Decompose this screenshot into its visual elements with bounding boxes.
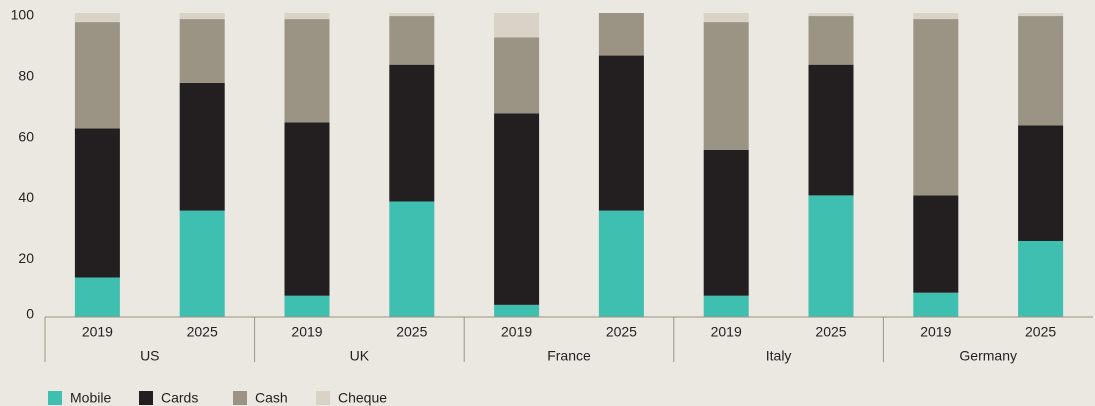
bar-segment (179, 13, 225, 20)
bar-segment (179, 210, 225, 317)
x-tick-label: 2025 (606, 324, 637, 340)
y-tick-label: 0 (26, 306, 34, 322)
bar-segment (808, 64, 854, 196)
bar-segment (284, 122, 330, 296)
legend-swatch (48, 391, 62, 405)
bar-segment (598, 210, 644, 317)
legend-label: Cheque (338, 390, 387, 406)
x-tick-label: 2025 (396, 324, 427, 340)
x-tick-label: 2019 (711, 324, 742, 340)
bar-segment (598, 55, 644, 211)
bar-segment (389, 16, 435, 65)
bar-segment (913, 19, 959, 196)
bar-segment (703, 295, 749, 317)
y-tick-label: 40 (18, 189, 34, 205)
bar-segment (913, 13, 959, 20)
group-label: Italy (766, 348, 792, 364)
bar-segment (389, 201, 435, 317)
bar-segment (74, 22, 120, 129)
x-tick-label: 2019 (82, 324, 113, 340)
group-label: France (547, 348, 591, 364)
legend-label: Cash (255, 390, 288, 406)
bar-segment (494, 113, 540, 305)
bar-segment (703, 149, 749, 296)
bar-segment (179, 19, 225, 83)
x-tick-label: 2025 (187, 324, 218, 340)
bar-segment (913, 292, 959, 317)
bar-segment (1018, 125, 1064, 241)
group-label: Germany (959, 348, 1017, 364)
bar-segment (808, 16, 854, 65)
x-tick-label: 2019 (501, 324, 532, 340)
bar-segment (494, 37, 540, 114)
y-tick-label: 60 (18, 128, 34, 144)
bar-segment (284, 295, 330, 317)
bar-segment (179, 82, 225, 211)
legend-swatch (139, 391, 153, 405)
bar-segment (1018, 241, 1064, 317)
bar-segment (494, 304, 540, 317)
bar-segment (913, 195, 959, 293)
bar-segment (808, 195, 854, 317)
y-tick-label: 100 (11, 7, 35, 23)
y-tick-label: 20 (18, 250, 34, 266)
legend-swatch (316, 391, 330, 405)
bar-segment (1018, 16, 1064, 126)
legend-label: Cards (161, 390, 198, 406)
bar-segment (1018, 13, 1064, 17)
bar-segment (703, 13, 749, 23)
bar-segment (74, 128, 120, 278)
bar-segment (494, 13, 540, 38)
bar-segment (389, 13, 435, 17)
bar-segment (74, 277, 120, 317)
y-tick-label: 80 (18, 68, 34, 84)
legend-label: Mobile (70, 390, 111, 406)
group-label: UK (350, 348, 370, 364)
x-tick-label: 2025 (1025, 324, 1056, 340)
x-tick-label: 2019 (920, 324, 951, 340)
bar-segment (284, 13, 330, 20)
group-label: US (140, 348, 159, 364)
bar-segment (808, 13, 854, 17)
bar-segment (74, 13, 120, 23)
x-tick-label: 2019 (291, 324, 322, 340)
legend-swatch (233, 391, 247, 405)
bar-segment (598, 13, 644, 56)
bar-segment (703, 22, 749, 150)
bar-segment (284, 19, 330, 123)
bar-segment (389, 64, 435, 202)
x-tick-label: 2025 (815, 324, 846, 340)
